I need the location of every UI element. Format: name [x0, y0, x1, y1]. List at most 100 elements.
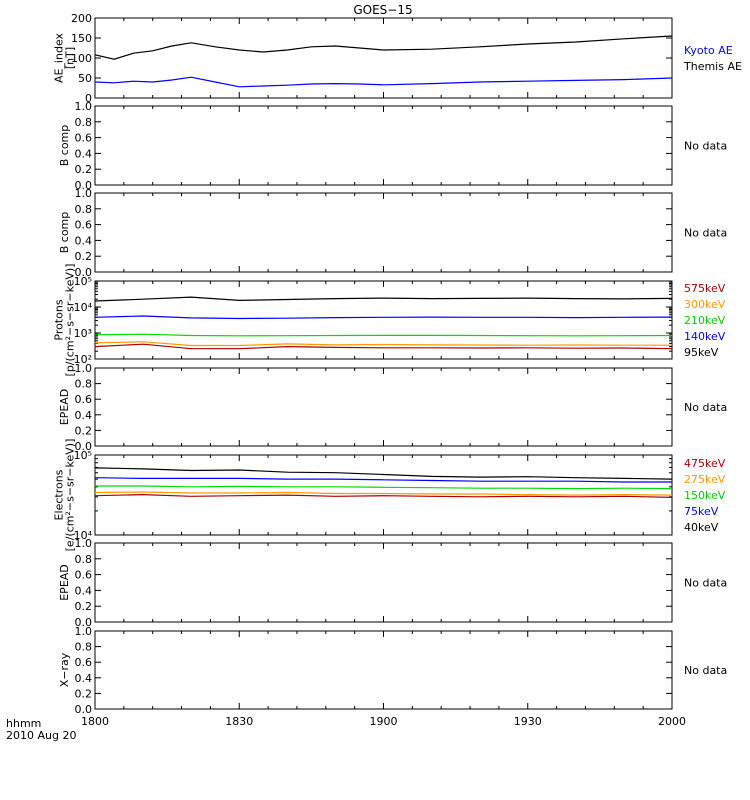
- legend-entry: No data: [684, 227, 727, 240]
- y-tick-label: 100: [71, 52, 92, 65]
- y-tick-label: 0.2: [75, 600, 93, 613]
- panel-frame: [94, 542, 673, 623]
- panel-6: 10⁴ 10⁵ Electrons[e/(cm²−s−sr−keV)] 475keV 2…: [53, 439, 726, 552]
- y-axis-label: EPEAD: [58, 389, 71, 426]
- y-tick-label: 1.0: [75, 100, 93, 113]
- y-axis-label: X−ray: [58, 652, 71, 687]
- series-line-themis-ae: [94, 76, 673, 88]
- y-tick-label: 0.8: [75, 641, 93, 654]
- series-line-kyoto-ae: [94, 35, 673, 60]
- panel-2: 0.0 0.2 0.4 0.6 0.8 1.0 B comp No data: [58, 100, 727, 192]
- panel-8: 0.0 0.2 0.4 0.6 0.8 1.0 X−ray No data: [58, 625, 727, 716]
- x-tick-label: 2000: [658, 715, 686, 728]
- legend-entry: No data: [684, 664, 727, 677]
- y-tick-label: 0.6: [75, 569, 93, 582]
- legend-entry: 95keV: [684, 346, 719, 359]
- y-tick-label: 10⁵: [74, 275, 92, 288]
- panel-7: 0.0 0.2 0.4 0.6 0.8 1.0 EPEAD No data: [58, 537, 727, 629]
- y-tick-label: 0.0: [75, 179, 93, 192]
- legend-entry: Kyoto AE: [684, 44, 733, 57]
- series-line-75kev: [94, 477, 672, 483]
- panel-4: 10² 10³ 10⁴ 10⁵ Protons[p/(cm²−s−sr−keV)] 575…: [53, 264, 726, 377]
- series-line-300kev: [94, 341, 672, 347]
- x-tick-label: 1930: [514, 715, 542, 728]
- y-axis-label: Protons: [53, 299, 66, 340]
- y-tick-label: 0.4: [75, 234, 93, 247]
- plot-title: GOES−15: [353, 3, 412, 17]
- y-tick-label: 0.6: [75, 219, 93, 232]
- y-tick-label: 0.0: [75, 703, 93, 716]
- x-tick-label: 1830: [225, 715, 253, 728]
- y-tick-label: 0.2: [75, 687, 93, 700]
- y-tick-label: 10⁴: [74, 529, 93, 542]
- y-tick-label: 200: [71, 12, 92, 25]
- y-tick-label: 0.0: [75, 616, 93, 629]
- panel-frame: [94, 17, 673, 99]
- y-tick-label: 10⁵: [74, 449, 92, 462]
- y-tick-label: 0.8: [75, 553, 93, 566]
- series-line-150kev: [95, 485, 673, 490]
- footer-hhmm: hhmm: [6, 717, 41, 730]
- legend-entry: 150keV: [684, 489, 726, 502]
- x-tick-label: 1800: [81, 715, 109, 728]
- y-tick-label: 10⁴: [74, 301, 93, 314]
- legend-entry: 210keV: [684, 314, 726, 327]
- series-line-210kev: [94, 333, 673, 337]
- y-tick-label: 1.0: [75, 362, 93, 375]
- y-tick-label: 150: [71, 32, 92, 45]
- panel-frame: [94, 367, 673, 447]
- y-tick-label: 0: [85, 92, 92, 105]
- legend-entry: 40keV: [684, 521, 719, 534]
- y-tick-label: 0.4: [75, 147, 93, 160]
- y-axis-label: B comp: [58, 212, 71, 254]
- y-tick-label: 0.8: [75, 378, 93, 391]
- y-tick-label: 0.4: [75, 672, 93, 685]
- y-tick-label: 0.6: [75, 656, 93, 669]
- panel-frame: [94, 192, 673, 273]
- legend-entry: 300keV: [684, 298, 726, 311]
- series-line-40kev: [94, 467, 673, 480]
- y-tick-label: 0.2: [75, 163, 93, 176]
- y-tick-label: 1.0: [75, 625, 93, 638]
- y-axis-label: [nT]: [64, 47, 77, 69]
- series-line-475kev: [94, 493, 673, 498]
- y-tick-label: 0.4: [75, 584, 93, 597]
- footer-date: 2010 Aug 20: [6, 729, 76, 742]
- panel-frame: [94, 630, 673, 710]
- x-tick-label: 1900: [370, 715, 398, 728]
- y-tick-label: 0.8: [75, 116, 93, 129]
- panel-5: 0.0 0.2 0.4 0.6 0.8 1.0 EPEAD No data: [58, 362, 727, 453]
- y-axis-label: EPEAD: [58, 564, 71, 601]
- series-line-95kev: [94, 296, 673, 302]
- y-axis-label: [p/(cm²−s−sr−keV)]: [64, 264, 77, 377]
- y-tick-label: 0.4: [75, 409, 93, 422]
- legend-entry: 275keV: [684, 473, 726, 486]
- legend-entry: 140keV: [684, 330, 726, 343]
- y-tick-label: 0.6: [75, 132, 93, 145]
- y-tick-label: 0.6: [75, 393, 93, 406]
- y-tick-label: 10³: [74, 327, 92, 340]
- y-tick-label: 0.2: [75, 424, 93, 437]
- series-line-140kev: [94, 315, 673, 320]
- series-line-575kev: [94, 343, 673, 350]
- panel-1: 0 50 100 150 200 AE_index[nT] Kyoto AE Themis A…: [53, 12, 742, 105]
- legend-entry: 575keV: [684, 282, 726, 295]
- y-tick-label: 0.0: [75, 440, 93, 453]
- legend-entry: No data: [684, 140, 727, 153]
- y-tick-label: 1.0: [75, 537, 93, 550]
- y-tick-label: 10²: [74, 353, 92, 366]
- y-tick-label: 1.0: [75, 187, 93, 200]
- y-tick-label: 0.0: [75, 266, 93, 279]
- y-tick-label: 50: [78, 72, 92, 85]
- y-axis-label: Electrons: [53, 469, 66, 520]
- y-tick-label: 0.8: [75, 203, 93, 216]
- y-axis-label: [e/(cm²−s−sr−keV)]: [64, 439, 77, 552]
- panel-3: 0.0 0.2 0.4 0.6 0.8 1.0 B comp No data: [58, 187, 727, 279]
- y-tick-label: 0.2: [75, 250, 93, 263]
- y-axis-label: B comp: [58, 125, 71, 167]
- legend-entry: 75keV: [684, 505, 719, 518]
- panels-group: 0 50 100 150 200 AE_index[nT] Kyoto AE Themis A…: [53, 12, 742, 716]
- legend-entry: Themis AE: [683, 60, 742, 73]
- time-axis: 1800 1830 1900 1930 2000: [81, 715, 686, 728]
